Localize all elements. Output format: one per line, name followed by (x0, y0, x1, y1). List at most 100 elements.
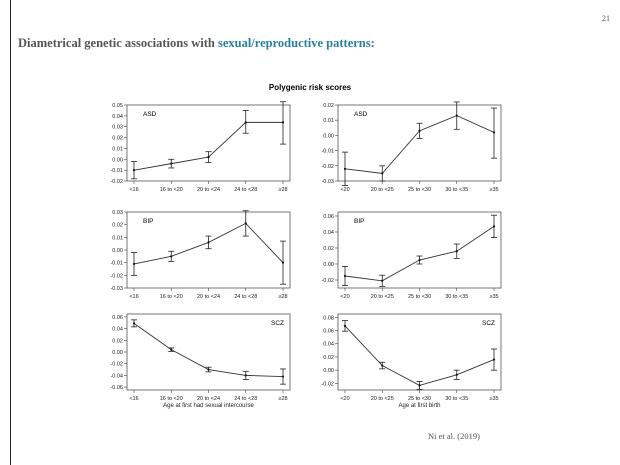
y-tick-label: 0.04 (112, 114, 123, 120)
data-point (418, 258, 421, 262)
data-point (418, 129, 421, 132)
data-point (207, 368, 210, 371)
y-tick-label: 0.06 (112, 315, 123, 321)
y-tick-label: 0.00 (112, 350, 123, 356)
x-tick-label: <16 (129, 187, 138, 193)
panel-4: -0.02 0.00 0.02 0.04 0.06 <20 20 to <25 25 to <… (321, 211, 502, 300)
y-tick-label: 0.06 (323, 329, 334, 335)
y-tick-label: 0.03 (112, 210, 123, 216)
panel-frame (126, 313, 291, 391)
data-point (281, 121, 285, 124)
series-line (344, 226, 495, 282)
x-tick-label: 24 to <28 (234, 396, 257, 402)
x-tick-label: 24 to <28 (234, 294, 257, 300)
panel-5: -0.06 -0.04 -0.02 0.00 0.02 0.04 0.06 <16 16 to … (110, 313, 291, 409)
y-tick-label: -0.02 (321, 381, 334, 387)
y-tick-label: -0.03 (321, 179, 334, 185)
y-tick-label: 0.02 (323, 103, 334, 109)
data-point (244, 374, 247, 377)
panel-3: -0.03 -0.02 -0.01 0.00 0.01 0.02 0.03 <16 16 to … (110, 210, 291, 300)
x-tick-label: ≥35 (489, 396, 498, 402)
x-tick-label: 20 to <25 (371, 294, 394, 300)
x-axis-label: Age at first had sexual intercourse (163, 403, 254, 409)
y-tick-label: 0.00 (323, 133, 334, 139)
panel-label: SCZ (271, 320, 284, 327)
data-point (170, 162, 173, 165)
data-point (207, 241, 210, 244)
data-point (492, 131, 496, 134)
y-tick-label: 0.02 (112, 338, 123, 344)
panel-label: ASD (354, 111, 368, 118)
data-point (343, 274, 347, 278)
data-point (343, 324, 347, 327)
slide-title: Diametrical genetic associations with se… (18, 36, 375, 51)
y-tick-label: -0.01 (110, 261, 123, 267)
data-point (455, 373, 458, 376)
y-tick-label: -0.04 (110, 373, 123, 379)
y-tick-label: -0.06 (110, 385, 123, 391)
y-tick-label: -0.02 (110, 362, 123, 368)
y-tick-label: 0.00 (323, 262, 334, 268)
y-tick-label: -0.02 (110, 273, 123, 279)
data-point (492, 358, 496, 361)
data-point (381, 172, 384, 175)
y-tick-label: 0.05 (112, 103, 123, 109)
panel-label: ASD (143, 111, 157, 118)
data-point (455, 250, 458, 253)
panel-label: BIP (143, 218, 153, 225)
panel-frame (337, 313, 502, 391)
data-point (170, 348, 173, 351)
x-tick-label: <16 (129, 294, 138, 300)
x-tick-label: <20 (340, 396, 349, 402)
y-tick-label: 0.02 (323, 355, 334, 361)
x-tick-label: 20 to <24 (197, 396, 220, 402)
x-tick-label: 20 to <25 (371, 396, 394, 402)
data-point (207, 156, 210, 159)
data-point (281, 375, 285, 378)
y-tick-label: 0.00 (323, 368, 334, 374)
x-tick-label: <20 (340, 187, 349, 193)
x-tick-label: ≥28 (278, 396, 287, 402)
y-tick-label: 0.03 (112, 125, 123, 131)
panel-6: -0.02 0.00 0.02 0.04 0.06 0.08 <20 20 to <25 25 … (321, 313, 502, 409)
y-tick-label: 0.04 (323, 342, 334, 348)
x-tick-label: ≥28 (278, 294, 287, 300)
data-point (132, 169, 136, 172)
slide-number: 21 (602, 14, 610, 23)
panel-1: -0.02 -0.01 0.00 0.01 0.02 0.03 0.04 0.05 <16 16 … (110, 101, 291, 193)
data-point (170, 255, 173, 258)
panel-label: BIP (354, 218, 364, 225)
x-axis-label: Age at first birth (398, 403, 440, 409)
data-point (418, 384, 421, 387)
y-tick-label: -0.02 (321, 164, 334, 170)
x-tick-label: 20 to <25 (371, 187, 394, 193)
panel-label: SCZ (482, 320, 495, 327)
data-point (492, 225, 496, 228)
x-tick-label: ≥28 (278, 187, 287, 193)
y-tick-label: 0.04 (323, 230, 334, 236)
figure-title: Polygenic risk scores (268, 83, 352, 92)
slide-frame-line (10, 0, 11, 465)
y-tick-label: 0.01 (323, 118, 334, 124)
y-tick-label: 0.00 (112, 157, 123, 163)
x-tick-label: 20 to <24 (197, 294, 220, 300)
y-tick-label: 0.00 (112, 248, 123, 254)
citation: Ni et al. (2019) (428, 431, 480, 441)
y-tick-label: -0.01 (321, 149, 334, 155)
y-tick-label: 0.02 (323, 246, 334, 252)
x-tick-label: 30 to <35 (445, 187, 468, 193)
data-point (455, 114, 458, 117)
y-tick-label: 0.01 (112, 146, 123, 152)
data-point (343, 167, 347, 170)
data-point (381, 279, 384, 282)
x-tick-label: 30 to <35 (445, 396, 468, 402)
y-tick-label: 0.02 (112, 136, 123, 142)
y-tick-label: 0.04 (112, 327, 123, 333)
y-tick-label: 0.08 (323, 315, 334, 321)
y-tick-label: 0.06 (323, 214, 334, 220)
x-tick-label: 24 to <28 (234, 187, 257, 193)
x-tick-label: 16 to <20 (160, 396, 183, 402)
x-tick-label: 16 to <20 (160, 294, 183, 300)
